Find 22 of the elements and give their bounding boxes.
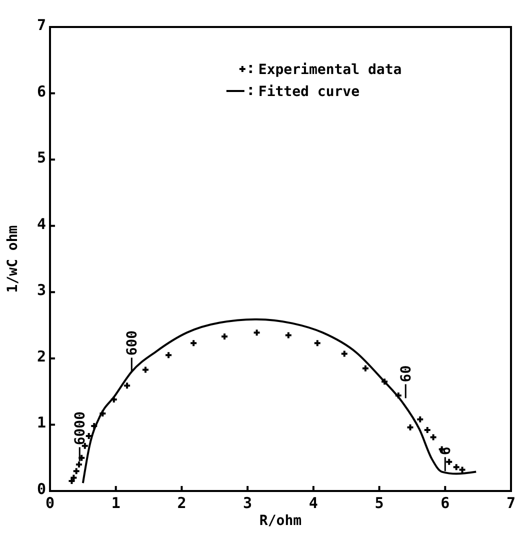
legend-label: Fitted curve (258, 84, 360, 100)
x-tick-label: 7 (506, 494, 516, 512)
y-tick-label: 7 (36, 16, 46, 34)
y-tick-label: 3 (36, 281, 46, 300)
x-tick-label: 1 (111, 494, 120, 512)
y-tick-label: 5 (36, 148, 46, 167)
x-tick-label: 4 (308, 494, 318, 512)
legend-label: Experimental data (258, 62, 402, 78)
y-tick-label: 4 (36, 214, 46, 233)
y-tick-label: 1 (36, 414, 46, 432)
x-tick-label: 2 (177, 494, 186, 512)
y-tick-label: 0 (36, 480, 46, 498)
y-tick-label: 2 (36, 347, 46, 366)
annotation: 60 (398, 365, 415, 382)
x-tick-label: 5 (374, 494, 384, 512)
y-axis-title: 1/wC ohm (5, 225, 21, 293)
y-tick-label: 6 (36, 82, 46, 100)
annotation: 600 (124, 330, 141, 356)
annotation: 6000 (72, 411, 89, 446)
x-axis-title: R/ohm (259, 513, 302, 529)
x-tick-label: 3 (243, 494, 252, 512)
x-tick-label: 6 (440, 494, 450, 512)
